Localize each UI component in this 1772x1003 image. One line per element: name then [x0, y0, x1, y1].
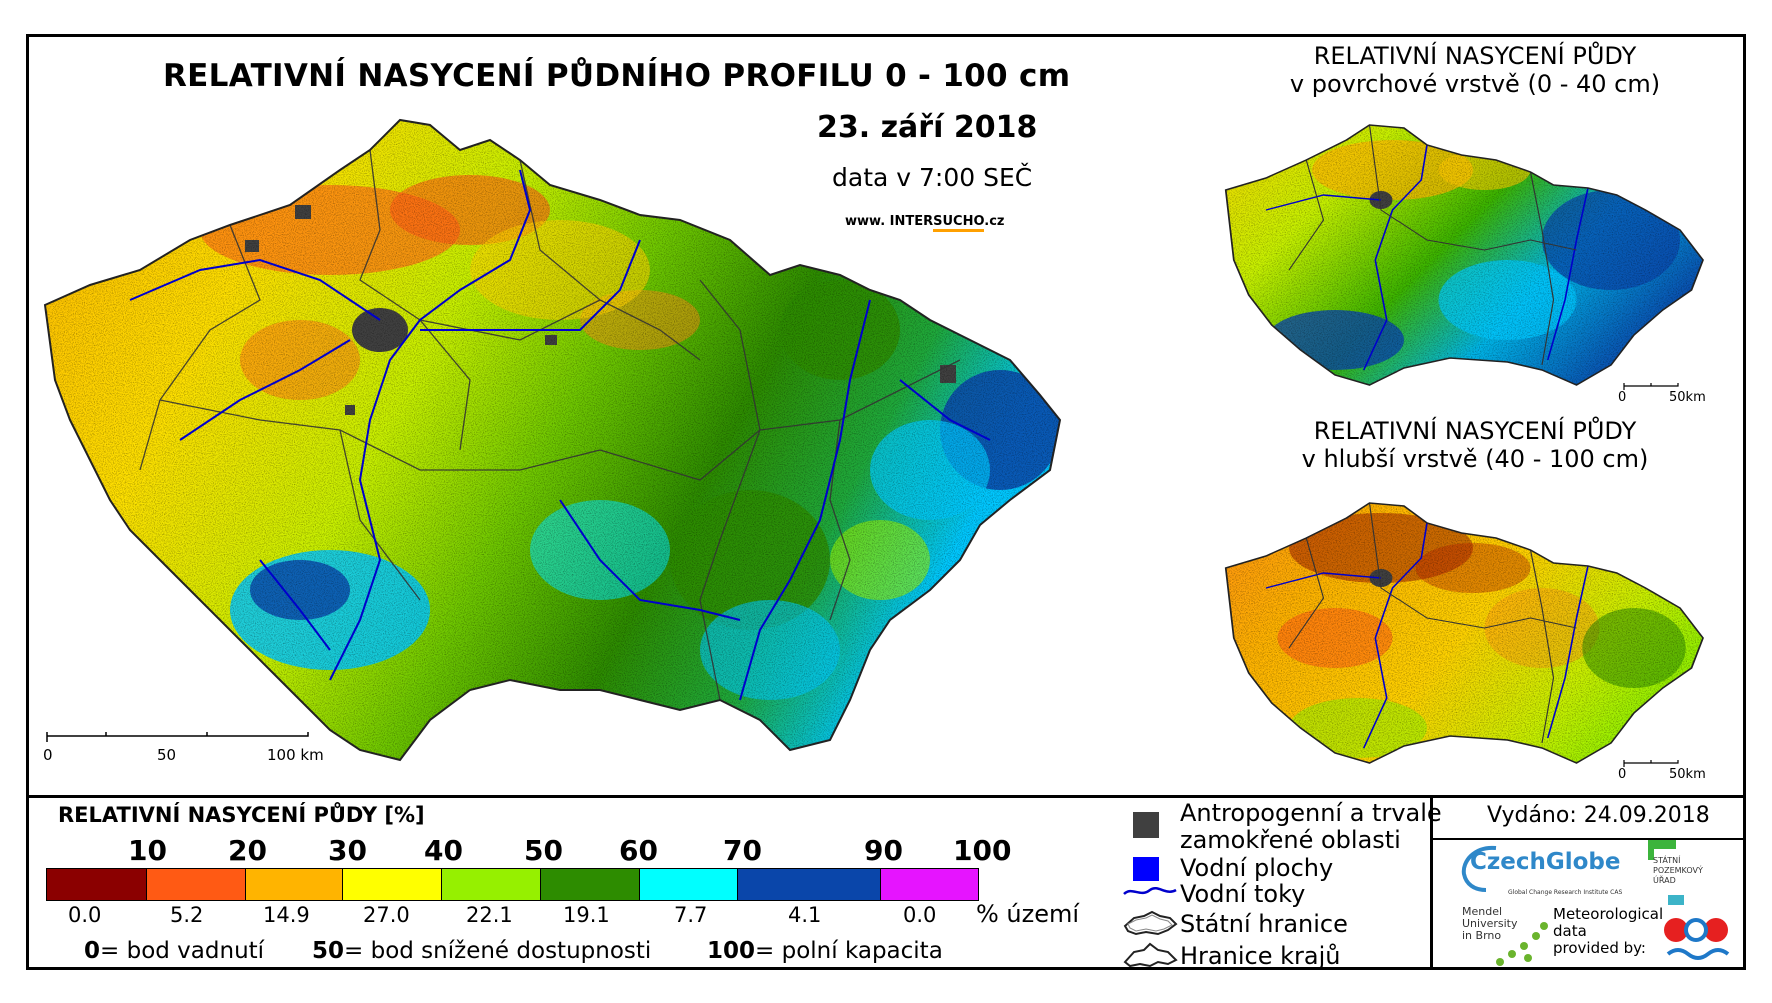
legend-pct-unit: % území [976, 900, 1080, 928]
explain-text-0: = bod vadnutí [100, 938, 265, 964]
mendel-dots-icon [1496, 922, 1548, 966]
inset-surface-scale-0: 0 [1618, 390, 1627, 405]
mendel-line3: in Brno [1462, 929, 1502, 942]
legend-pct-20-30: 14.9 [263, 903, 310, 927]
symbol-region-border-label: Hranice krajů [1180, 942, 1341, 970]
explain-num-50: 50 [312, 938, 345, 964]
explain-num-100: 100 [707, 938, 756, 964]
main-scale-50: 50 [157, 746, 177, 764]
main-map-title: RELATIVNÍ NASYCENÍ PŮDNÍHO PROFILU 0 - 1… [163, 58, 1071, 94]
explain-text-100: = polní kapacita [755, 938, 943, 964]
symbol-river-label: Vodní toky [1180, 880, 1306, 908]
meteo-provider-text: Meteorological data provided by: [1553, 906, 1663, 957]
explain-text-50: = bod snížené dostupnosti [344, 938, 652, 964]
legend-title: RELATIVNÍ NASYCENÍ PŮDY [%] [58, 803, 425, 827]
szu-logo-icon [1648, 840, 1684, 905]
legend-divider [26, 795, 1746, 798]
inset-deep-title-line1: RELATIVNÍ NASYCENÍ PŮDY [1313, 417, 1637, 445]
legend-class-30-40 [342, 868, 442, 901]
legend-tick-30: 30 [328, 834, 367, 867]
legend-tick-40: 40 [424, 834, 463, 867]
inset-deep-scale-bar [1623, 760, 1679, 767]
legend-tick-60: 60 [619, 834, 658, 867]
water-body-square-icon [1133, 857, 1159, 881]
legend-class-20-30 [245, 868, 343, 901]
legend-pct-0-10: 0.0 [68, 903, 102, 927]
legend-pct-50-60: 19.1 [563, 903, 610, 927]
symbol-state-border-label: Státní hranice [1180, 910, 1348, 938]
legend-explain-capacity: 100= polní kapacita [707, 938, 943, 964]
legend-pct-40-50: 22.1 [466, 903, 513, 927]
symbol-anthropogenic-label: Antropogenní a trvale zamokřené oblasti [1180, 800, 1442, 854]
legend-tick-70: 70 [723, 834, 762, 867]
legend-class-0-10 [46, 868, 147, 901]
symbol-anthropogenic-line2: zamokřené oblasti [1180, 826, 1401, 854]
czechglobe-subtitle: Global Change Research Institute CAS [1508, 889, 1623, 896]
legend-class-90-100 [880, 868, 979, 901]
legend-pct-90-100: 0.0 [903, 903, 937, 927]
legend-class-50-60 [540, 868, 640, 901]
inset-surface-scale-50: 50km [1669, 390, 1706, 405]
main-map-time: data v 7:00 SEČ [832, 163, 1033, 192]
symbol-water-body-label: Vodní plochy [1180, 854, 1334, 882]
czechglobe-logo: CzechGlobe [1470, 849, 1621, 875]
czechglobe-logo-icon [1461, 845, 1497, 892]
szu-line1: STÁTNÍ [1653, 856, 1681, 865]
legend-explain-wilting: 0= bod vadnutí [84, 938, 264, 964]
legend-explain-reduced: 50= bod snížené dostupnosti [312, 938, 651, 964]
state-border-icon [1123, 910, 1178, 936]
szu-line2: POZEMKOVÝ [1653, 866, 1703, 875]
anthropogenic-square-icon [1133, 812, 1159, 838]
legend-class-10-20 [146, 868, 246, 901]
mendel-university-logo: Mendel University in Brno [1462, 906, 1518, 942]
main-scale-100: 100 km [267, 746, 324, 764]
main-scale-bar [46, 732, 309, 742]
szu-line3: ÚŘAD [1653, 876, 1676, 885]
inset-surface-title: RELATIVNÍ NASYCENÍ PŮDY v povrchové vrst… [1215, 42, 1735, 98]
issued-divider [1430, 838, 1746, 840]
river-line-icon [1123, 887, 1177, 895]
inset-deep-title: RELATIVNÍ NASYCENÍ PŮDY v hlubší vrstvě … [1215, 417, 1735, 473]
inset-deep-map [1224, 502, 1704, 764]
legend-tick-90: 90 [864, 834, 903, 867]
inset-deep-scale-0: 0 [1618, 767, 1627, 782]
intersucho-website[interactable]: www. INTERSUCHO.cz [845, 214, 1005, 232]
mendel-line1: Mendel [1462, 905, 1503, 918]
inset-deep-title-line2: v hlubší vrstvě (40 - 100 cm) [1301, 445, 1649, 473]
region-border-icon [1123, 942, 1178, 968]
legend-tick-10: 10 [128, 834, 167, 867]
chmi-logo-icon [1664, 918, 1730, 960]
website-suffix: .cz [984, 214, 1005, 229]
inset-surface-scale-bar [1623, 383, 1679, 390]
legend-tick-20: 20 [228, 834, 267, 867]
meteo-line3: provided by: [1553, 939, 1646, 957]
meteo-line2: data [1553, 922, 1587, 940]
website-prefix: www. INTER [845, 214, 934, 229]
symbol-anthropogenic-line1: Antropogenní a trvale [1180, 799, 1442, 827]
mendel-line2: University [1462, 917, 1518, 930]
legend-pct-30-40: 27.0 [363, 903, 410, 927]
main-scale-0: 0 [43, 746, 53, 764]
legend-class-60-70 [639, 868, 738, 901]
meteo-line1: Meteorological [1553, 905, 1664, 923]
website-brand: SUCHO [933, 214, 985, 232]
legend-pct-10-20: 5.2 [170, 903, 204, 927]
inset-deep-scale-50: 50km [1669, 767, 1706, 782]
issued-date: Vydáno: 24.09.2018 [1487, 803, 1710, 828]
logo-panel-divider [1430, 796, 1433, 970]
inset-surface-title-line2: v povrchové vrstvě (0 - 40 cm) [1289, 70, 1661, 98]
legend-pct-60-70: 7.7 [674, 903, 708, 927]
inset-surface-title-line1: RELATIVNÍ NASYCENÍ PŮDY [1313, 42, 1637, 70]
explain-num-0: 0 [84, 938, 101, 964]
legend-class-40-50 [441, 868, 541, 901]
main-map-date: 23. září 2018 [817, 110, 1038, 145]
szu-logo-text: STÁTNÍ POZEMKOVÝ ÚŘAD [1653, 856, 1703, 886]
legend-pct-70-90: 4.1 [788, 903, 822, 927]
legend-tick-50: 50 [524, 834, 563, 867]
legend-tick-100: 100 [953, 834, 1012, 867]
inset-surface-map [1224, 124, 1704, 386]
legend-class-70-90 [737, 868, 881, 901]
